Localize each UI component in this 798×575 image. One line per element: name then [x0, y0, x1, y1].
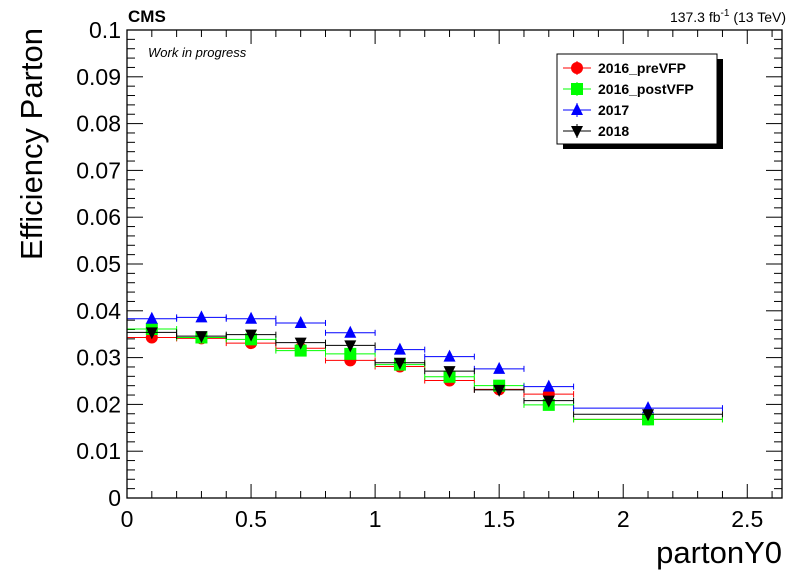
y-tick-label: 0.01 — [76, 438, 121, 464]
data-point — [443, 366, 456, 379]
y-tick-label: 0.07 — [76, 157, 121, 183]
data-point — [493, 361, 506, 374]
data-point — [443, 349, 456, 362]
x-tick-label: 2 — [617, 506, 630, 532]
y-tick-label: 0.08 — [76, 111, 121, 137]
data-point — [542, 395, 555, 408]
legend-box — [556, 53, 718, 145]
data-point — [145, 311, 158, 324]
data-point — [344, 325, 357, 338]
plot-frame — [126, 29, 783, 499]
data-point — [493, 384, 506, 397]
x-tick-label: 0 — [121, 506, 134, 532]
legend-marker — [571, 126, 583, 138]
data-point — [294, 315, 307, 328]
data-point — [195, 331, 208, 344]
legend-label: 2016_postVFP — [598, 81, 694, 97]
tick-labels: 0 0.5 1 1.5 2 2.5 0 0.01 0.02 0.03 0.04 0.05 0.06 0.0… — [76, 17, 763, 532]
y-axis-title: Efficiency Parton — [14, 28, 49, 260]
y-tick-label: 0.03 — [76, 345, 121, 371]
legend-marker — [571, 103, 583, 115]
data-point — [195, 310, 208, 323]
y-tick-label: 0.04 — [76, 298, 121, 324]
axis-ticks — [126, 29, 782, 499]
y-tick-label: 0.1 — [89, 17, 121, 43]
y-tick-label: 0.05 — [76, 251, 121, 277]
luminosity-label: 137.3 fb-1 (13 TeV) — [670, 8, 786, 25]
series-2018 — [126, 327, 723, 422]
x-tick-label: 1 — [369, 506, 382, 532]
legend-label: 2016_preVFP — [598, 60, 686, 76]
data-point — [245, 311, 258, 324]
legend-label: 2018 — [598, 123, 629, 139]
data-point — [542, 379, 555, 392]
legend-entry: 2018 — [563, 123, 629, 139]
x-tick-label: 0.5 — [235, 506, 267, 532]
y-tick-label: 0.06 — [76, 204, 121, 230]
data-point — [393, 342, 406, 355]
data-point — [294, 344, 307, 357]
y-tick-label: 0.02 — [76, 391, 121, 417]
data-point — [294, 337, 307, 350]
data-point — [145, 327, 158, 340]
legend-entry: 2016_postVFP — [563, 81, 694, 97]
legend-marker — [571, 83, 583, 95]
data-point — [344, 340, 357, 353]
x-axis-title: partonY0 — [656, 535, 782, 570]
legend-label: 2017 — [598, 102, 629, 118]
work-in-progress-label: Work in progress — [148, 45, 247, 60]
legend-entry: 2016_preVFP — [563, 60, 686, 76]
y-tick-label: 0 — [108, 485, 121, 511]
legend-marker — [571, 62, 583, 74]
x-tick-label: 1.5 — [483, 506, 515, 532]
data-point — [393, 357, 406, 370]
legend-entry: 2017 — [563, 102, 629, 118]
legend: 2016_preVFP 2016_postVFP 2017 2018 — [556, 53, 723, 149]
data-point — [245, 329, 258, 342]
experiment-label: CMS — [128, 7, 166, 26]
data-point — [344, 347, 357, 360]
data-point — [642, 409, 655, 422]
y-tick-label: 0.09 — [76, 64, 121, 90]
x-tick-label: 2.5 — [731, 506, 763, 532]
